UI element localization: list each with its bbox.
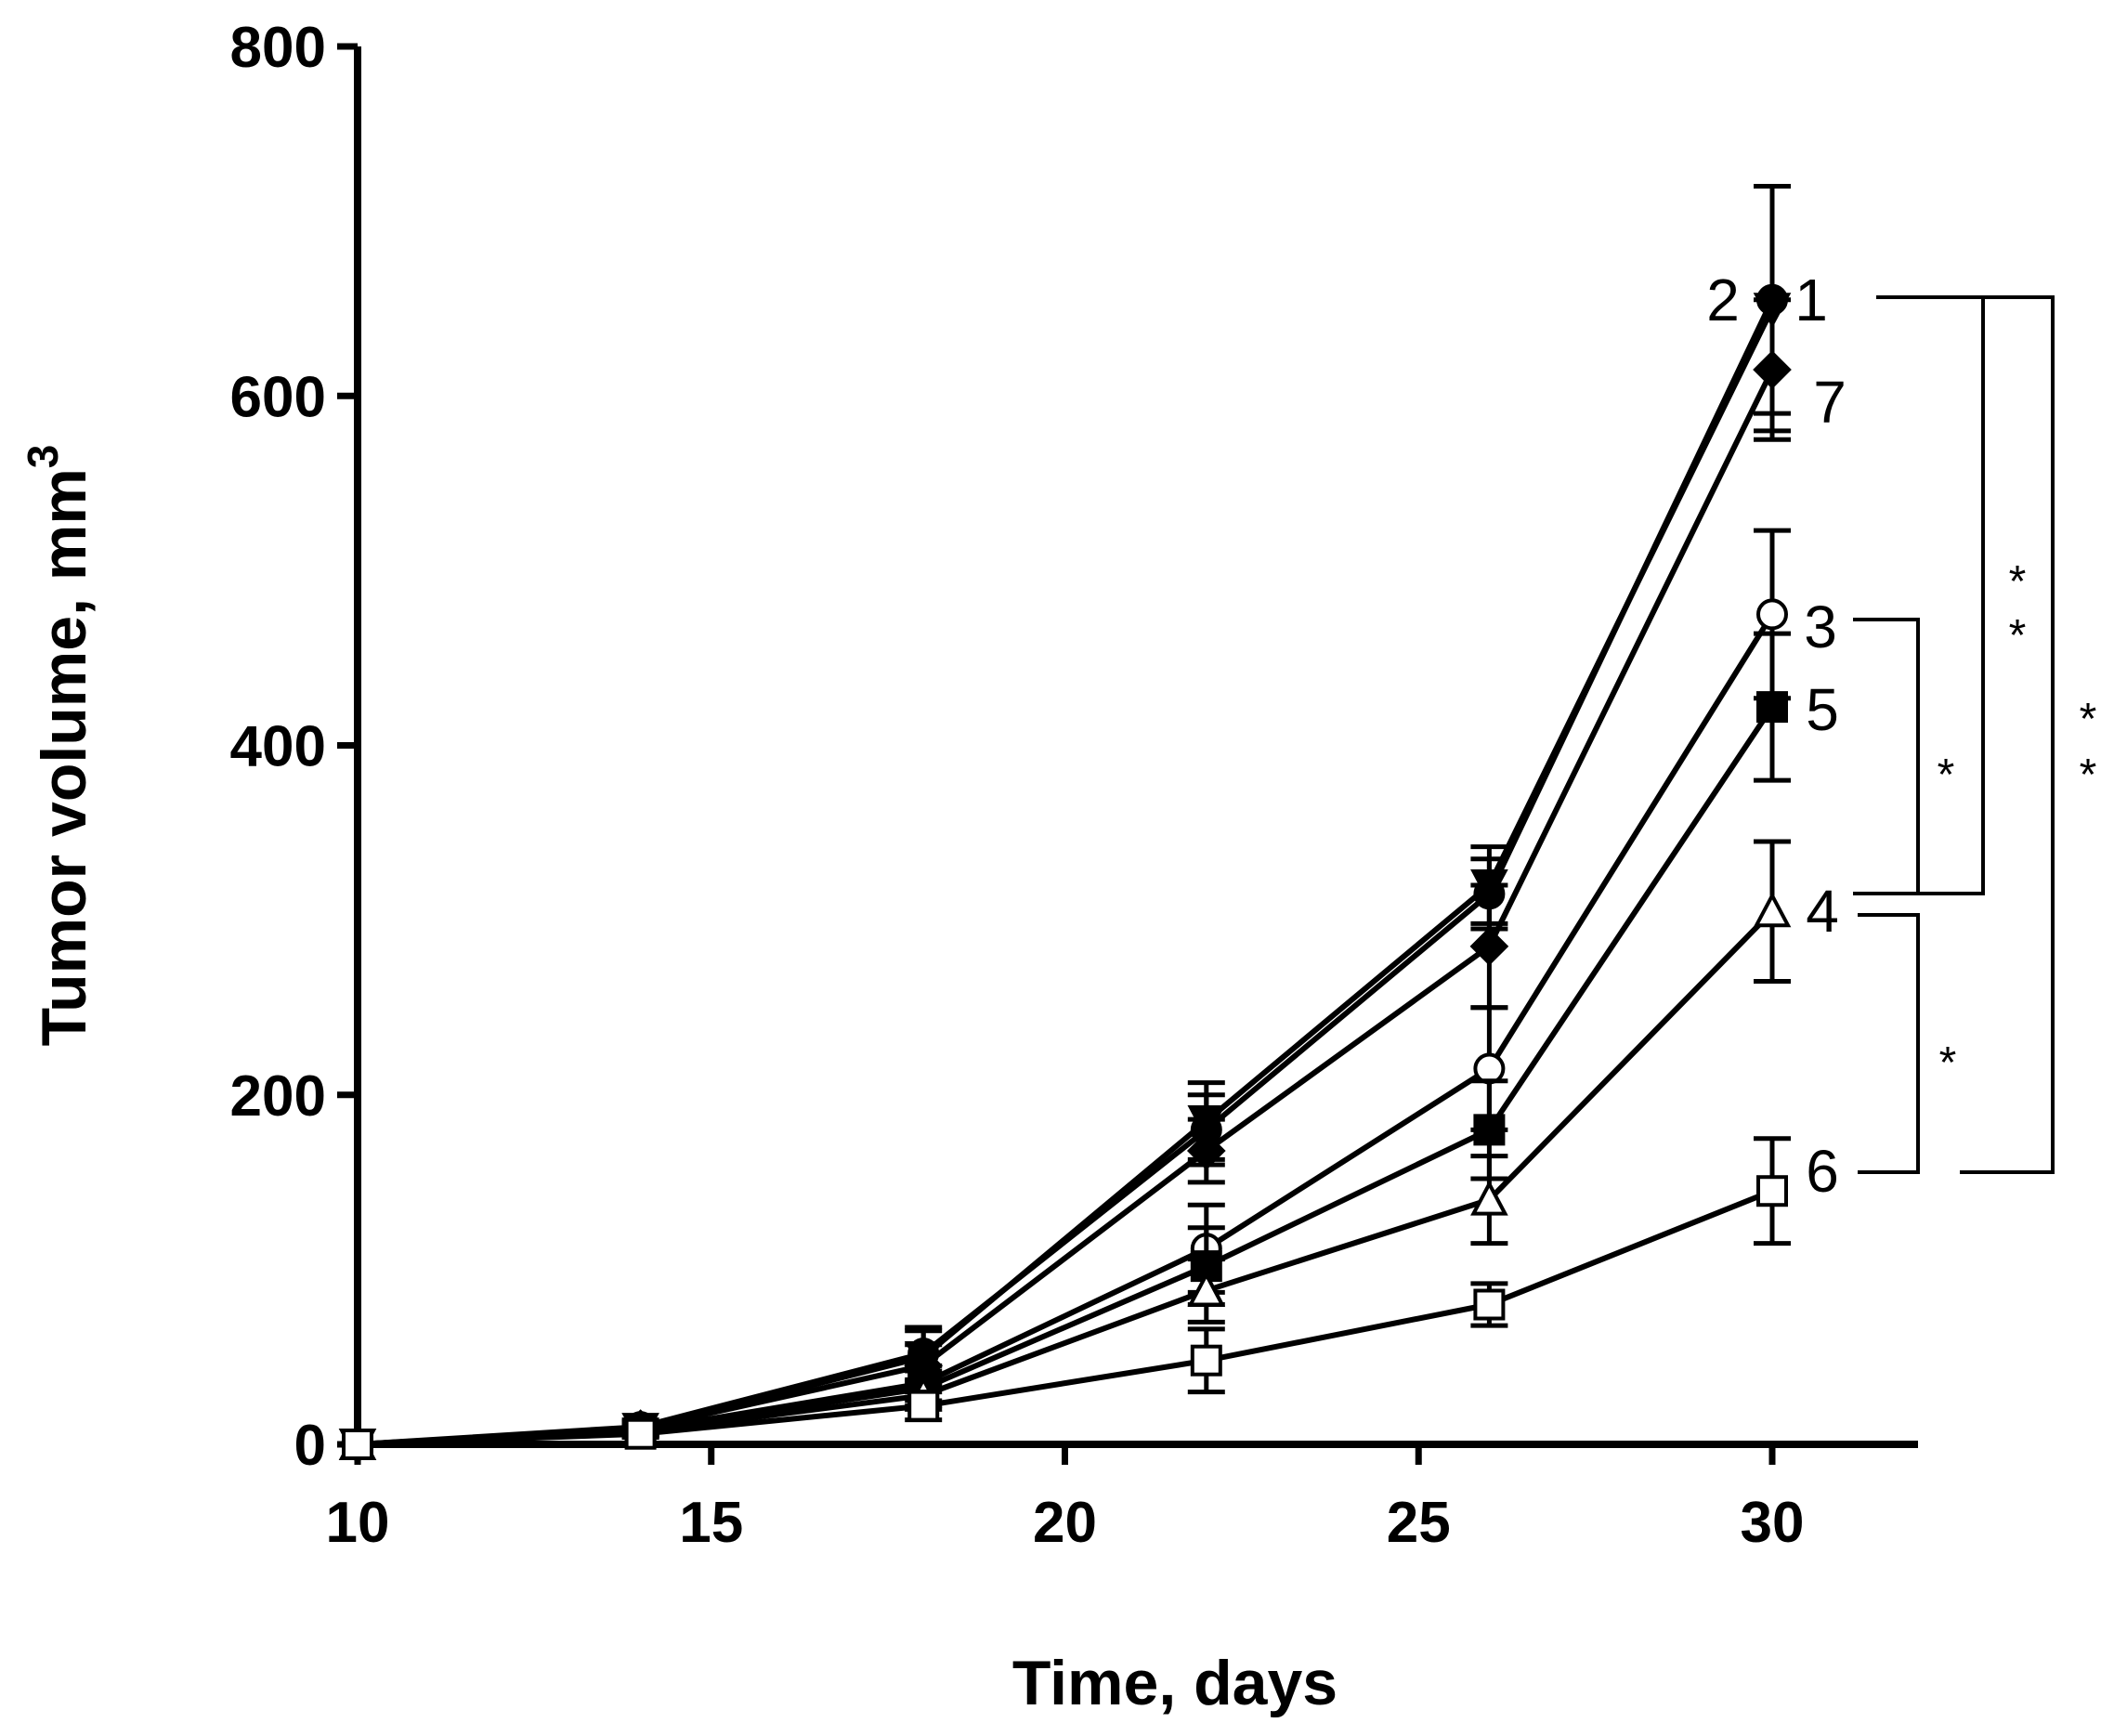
series-label-4: 4 xyxy=(1806,878,1839,945)
bracket-line xyxy=(1858,913,1920,1174)
x-tick-label: 10 xyxy=(326,1491,390,1555)
series-label-1: 1 xyxy=(1794,267,1828,333)
y-ticks: 0 200 400 600 800 xyxy=(230,16,358,1478)
data-point xyxy=(1187,1271,1226,1307)
series-label-5: 5 xyxy=(1806,676,1839,743)
y-axis-title-text: Tumor volume, mm xyxy=(29,468,99,1046)
data-point xyxy=(1469,927,1509,966)
data-point xyxy=(1473,1052,1506,1085)
data-point xyxy=(1753,891,1792,928)
series-7 xyxy=(338,297,1792,1464)
series-line xyxy=(357,705,1775,1447)
series-label-7: 7 xyxy=(1813,369,1846,436)
series-labels: 12 7 3 5 4 6 xyxy=(1706,267,1846,1205)
significance-bracket: *** * xyxy=(1960,295,2097,1174)
data-point xyxy=(1473,1114,1506,1146)
series-label-2: 2 xyxy=(1706,267,1740,333)
x-tick-label: 15 xyxy=(679,1491,743,1555)
series-label-3: 3 xyxy=(1804,594,1837,660)
data-point xyxy=(1756,691,1788,724)
y-tick-label: 400 xyxy=(230,715,326,779)
x-tick-label: 20 xyxy=(1033,1491,1097,1555)
significance-star: * xyxy=(2009,557,2027,607)
significance-star: * xyxy=(1939,1038,1957,1088)
series-5 xyxy=(342,631,1791,1460)
bracket-line xyxy=(1876,295,1985,895)
bracket-line xyxy=(1853,618,1920,895)
y-tick-label: 600 xyxy=(230,365,326,429)
y-axis-title-superscript: 3 xyxy=(19,445,67,469)
y-tick-label: 200 xyxy=(230,1064,326,1129)
series-line xyxy=(357,909,1775,1447)
significance-star: * xyxy=(1938,751,1955,800)
data-point xyxy=(1756,598,1788,631)
significance-bracket: ** xyxy=(1858,913,1957,1174)
series-line xyxy=(357,368,1775,1447)
x-ticks: 10 15 20 25 30 xyxy=(326,1444,1805,1555)
data-point xyxy=(1753,350,1792,389)
series-3 xyxy=(342,528,1791,1460)
series-line xyxy=(357,1188,1774,1447)
x-tick-label: 30 xyxy=(1741,1491,1805,1555)
significance-star: * xyxy=(2080,695,2097,744)
data-point xyxy=(342,1429,373,1460)
data-point xyxy=(1756,1175,1788,1207)
data-point xyxy=(1190,1344,1222,1377)
data-point xyxy=(1470,1180,1508,1216)
x-axis-title: Time, days xyxy=(1012,1648,1338,1718)
significance-annotations: *** ****** *** xyxy=(1853,295,2097,1174)
series-layer xyxy=(338,184,1792,1465)
x-tick-label: 25 xyxy=(1387,1491,1451,1555)
data-point xyxy=(907,1390,940,1422)
series-2 xyxy=(342,184,1791,1460)
data-point xyxy=(624,1417,657,1450)
data-point xyxy=(1186,1131,1226,1170)
significance-bracket: *** * xyxy=(1876,295,2027,895)
data-point xyxy=(1473,1288,1506,1321)
y-axis-title: Tumor volume, mm3 xyxy=(19,445,99,1047)
significance-star: * xyxy=(2080,751,2097,800)
series-6 xyxy=(342,1136,1791,1460)
series-label-6: 6 xyxy=(1806,1138,1839,1205)
axes xyxy=(354,46,1918,1448)
y-tick-label: 0 xyxy=(294,1414,326,1478)
bracket-line xyxy=(1960,295,2055,1174)
y-tick-label: 800 xyxy=(230,16,326,80)
series-line xyxy=(357,298,1775,1447)
significance-bracket: ** xyxy=(1853,618,1955,895)
significance-star: * xyxy=(2009,611,2027,660)
